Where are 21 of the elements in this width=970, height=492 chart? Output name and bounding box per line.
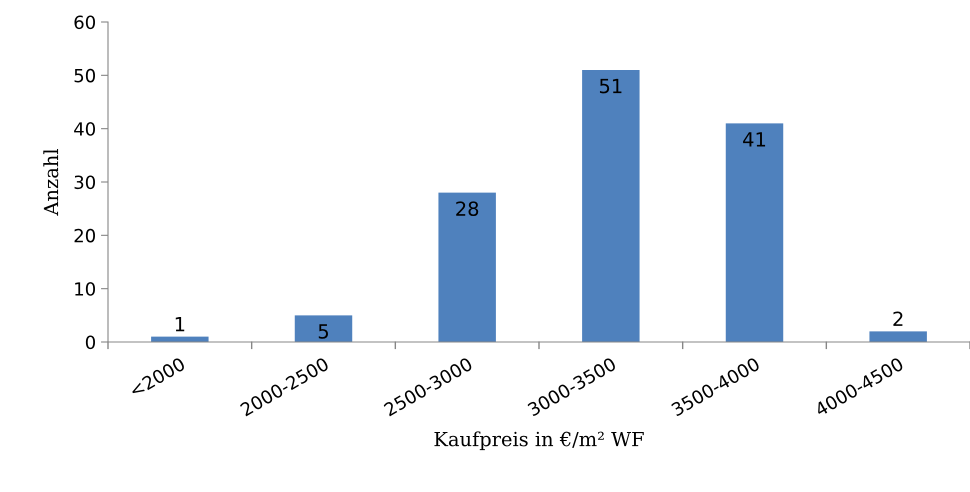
- data-label: 41: [743, 132, 766, 146]
- y-tick-label: 20: [74, 228, 95, 242]
- y-tick-label: 40: [74, 122, 95, 136]
- bar: [151, 336, 209, 342]
- y-tick-label: 50: [74, 68, 95, 82]
- data-label: 51: [600, 78, 622, 94]
- y-axis-title: Anzahl: [43, 149, 58, 216]
- data-label: 5: [318, 324, 328, 339]
- y-tick-label: 60: [74, 15, 95, 30]
- bar: [438, 192, 496, 342]
- bar: [869, 331, 927, 342]
- bar: [582, 70, 640, 342]
- data-label: 28: [456, 201, 478, 216]
- y-tick-label: 0: [86, 335, 95, 350]
- bar: [294, 315, 352, 342]
- bar: [726, 123, 784, 342]
- data-label: 1: [176, 317, 184, 332]
- x-axis-title: Kaufpreis in €/m² WF: [434, 431, 644, 450]
- y-tick-label: 30: [74, 175, 95, 190]
- y-tick-label: 10: [75, 282, 95, 296]
- data-label: 2: [893, 311, 902, 326]
